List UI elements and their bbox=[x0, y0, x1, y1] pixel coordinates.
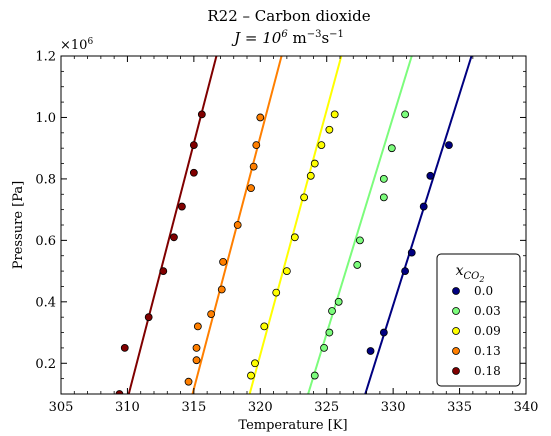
data-point-2-2 bbox=[260, 322, 269, 331]
data-point-1-10 bbox=[401, 110, 410, 119]
data-point-4-4 bbox=[170, 233, 178, 242]
legend-items: 0.0 0.03 0.09 0.13 0.18 bbox=[452, 284, 501, 378]
data-point-2-7 bbox=[306, 171, 315, 180]
fit-line-2 bbox=[248, 56, 343, 394]
legend-label-2: 0.09 bbox=[474, 324, 501, 338]
data-point-1-7 bbox=[379, 193, 388, 202]
data-point-1-8 bbox=[379, 175, 388, 183]
data-point-2-0 bbox=[247, 371, 255, 380]
data-point-3-8 bbox=[247, 184, 255, 193]
fit-line-1 bbox=[307, 56, 413, 394]
y-axis-label: Pressure [Pa] bbox=[11, 181, 26, 269]
chart-subtitle: J = 106 m−3s−1 bbox=[231, 29, 344, 47]
legend-marker-4 bbox=[452, 367, 460, 375]
data-point-1-1 bbox=[320, 344, 328, 352]
data-point-2-1 bbox=[251, 359, 259, 368]
data-point-3-4 bbox=[207, 310, 216, 319]
data-point-0-0 bbox=[366, 347, 375, 355]
data-point-2-4 bbox=[282, 267, 291, 275]
data-point-4-1 bbox=[120, 344, 129, 352]
data-point-0-1 bbox=[379, 328, 388, 337]
x-tick-label-7: 340 bbox=[514, 400, 539, 415]
data-point-0-4 bbox=[419, 202, 428, 211]
legend-marker-2 bbox=[452, 327, 460, 335]
data-point-0-6 bbox=[445, 141, 453, 150]
y-tick-label-5: 1.2 bbox=[35, 50, 56, 65]
data-point-1-6 bbox=[356, 236, 364, 245]
data-point-3-7 bbox=[233, 221, 242, 229]
data-point-3-0 bbox=[184, 377, 193, 386]
data-point-4-3 bbox=[159, 267, 168, 275]
data-point-2-6 bbox=[300, 193, 309, 202]
data-point-3-9 bbox=[249, 162, 258, 171]
x-tick-label-3: 320 bbox=[248, 400, 273, 415]
data-point-2-11 bbox=[330, 110, 339, 119]
legend-label-0: 0.0 bbox=[474, 284, 493, 298]
data-point-2-5 bbox=[290, 233, 299, 242]
data-point-1-4 bbox=[334, 297, 343, 306]
data-point-3-6 bbox=[219, 257, 227, 266]
data-point-2-3 bbox=[272, 288, 281, 297]
x-tick-label-1: 310 bbox=[115, 400, 140, 415]
data-point-3-10 bbox=[252, 141, 261, 150]
y-multiplier-label: ×106 bbox=[60, 37, 93, 53]
data-point-1-0 bbox=[310, 371, 319, 380]
data-point-4-5 bbox=[177, 202, 186, 211]
x-tick-label-0: 305 bbox=[49, 400, 74, 415]
legend-label-3: 0.13 bbox=[474, 344, 501, 358]
y-tick-label-1: 0.4 bbox=[35, 295, 56, 310]
legend-label-4: 0.18 bbox=[474, 364, 501, 378]
fit-line-0 bbox=[364, 56, 473, 394]
data-point-3-5 bbox=[217, 285, 226, 294]
legend-marker-3 bbox=[452, 347, 460, 355]
y-tick-label-3: 0.8 bbox=[35, 172, 56, 187]
data-point-4-6 bbox=[189, 168, 198, 177]
data-point-3-3 bbox=[193, 322, 202, 331]
fit-lines bbox=[127, 56, 473, 394]
data-point-2-9 bbox=[317, 141, 326, 150]
x-tick-label-5: 330 bbox=[381, 400, 406, 415]
y-tick-label-0: 0.2 bbox=[35, 357, 56, 372]
legend-label-1: 0.03 bbox=[474, 304, 501, 318]
data-point-1-3 bbox=[328, 307, 336, 315]
y-axis-ticks: 0.2 0.4 0.6 0.8 1.0 1.2 bbox=[35, 50, 526, 395]
x-tick-label-6: 335 bbox=[447, 400, 472, 415]
data-point-3-2 bbox=[192, 344, 201, 352]
data-point-4-7 bbox=[189, 141, 198, 150]
y-tick-label-4: 1.0 bbox=[35, 111, 56, 126]
data-point-1-9 bbox=[387, 144, 396, 153]
legend-title: xCO2 bbox=[456, 263, 485, 284]
x-axis-label: Temperature [K] bbox=[238, 418, 347, 433]
data-point-3-11 bbox=[256, 113, 265, 122]
data-point-1-5 bbox=[353, 261, 362, 269]
x-tick-label-4: 325 bbox=[314, 400, 339, 415]
data-point-0-2 bbox=[401, 267, 410, 275]
legend-marker-0 bbox=[452, 287, 460, 295]
y-tick-label-2: 0.6 bbox=[35, 234, 56, 249]
data-point-2-10 bbox=[325, 125, 334, 134]
fit-line-4 bbox=[127, 56, 218, 394]
data-point-4-8 bbox=[197, 110, 206, 119]
data-point-4-2 bbox=[144, 313, 153, 322]
x-tick-label-2: 315 bbox=[181, 400, 206, 415]
legend-marker-1 bbox=[452, 307, 460, 315]
data-point-1-2 bbox=[325, 328, 334, 337]
data-point-0-3 bbox=[407, 248, 416, 257]
legend: xCO2 0.0 0.03 0.09 0.13 0.18 bbox=[436, 253, 521, 387]
data-points bbox=[115, 110, 453, 394]
data-point-0-5 bbox=[426, 171, 435, 180]
chart-title: R22 – Carbon dioxide bbox=[207, 7, 370, 25]
data-point-4-0 bbox=[115, 390, 124, 394]
data-point-2-8 bbox=[310, 159, 319, 168]
x-axis-ticks: 305 310 315 320 325 330 335 340 bbox=[49, 56, 539, 415]
data-point-3-1 bbox=[192, 356, 201, 365]
